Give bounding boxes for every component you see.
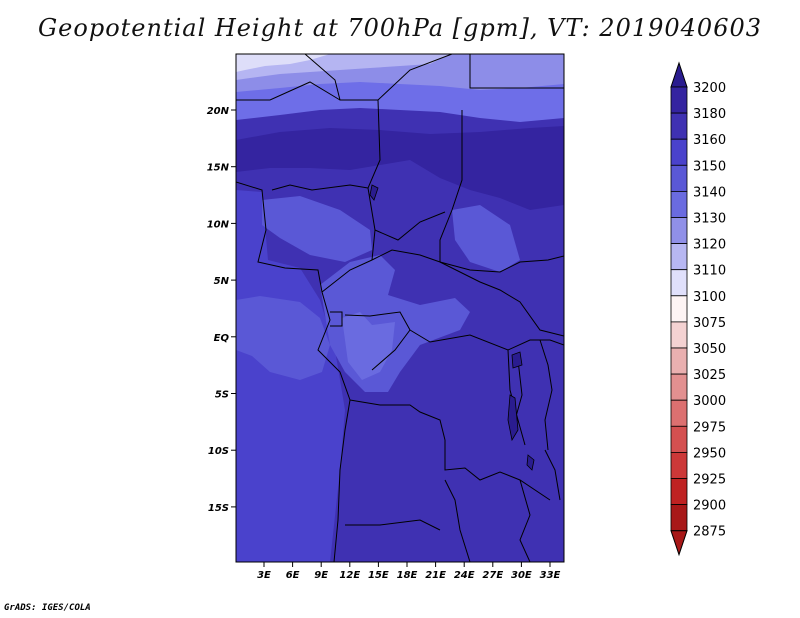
colorbar-box — [670, 164, 688, 192]
lon-tick-label: 9E — [314, 570, 328, 581]
latitude-axis: 20N 15N 10N 5N EQ 5S 10S 15S — [207, 106, 236, 514]
chart-title: Geopotential Height at 700hPa [gpm], VT:… — [38, 14, 762, 42]
colorbar-label: 2925 — [693, 473, 726, 488]
field-sahel-3140 — [262, 196, 372, 262]
lon-tick-label: 30E — [511, 570, 532, 581]
lon-tick-label: 12E — [339, 570, 360, 581]
colorbar-label: 3050 — [693, 342, 726, 357]
lat-tick-label: 10S — [208, 446, 229, 457]
colorbar-label: 3150 — [693, 159, 726, 174]
colorbar-top-arrow — [670, 61, 688, 88]
colorbar-box — [670, 451, 688, 479]
colorbar-label: 3200 — [693, 81, 726, 96]
colorbar-box — [670, 112, 688, 140]
colorbar-label: 2950 — [693, 446, 726, 461]
colorbar-label: 3180 — [693, 107, 726, 122]
lon-tick-label: 6E — [286, 570, 300, 581]
field-north-band4 — [236, 54, 330, 72]
colorbar-label: 2975 — [693, 420, 726, 435]
lat-tick-label: 15S — [208, 503, 229, 514]
colorbar-label: 3140 — [693, 185, 726, 200]
lat-tick-label: 20N — [207, 106, 230, 117]
colorbar-label: 2900 — [693, 499, 726, 514]
lon-tick-label: 24E — [454, 570, 475, 581]
lat-tick-label: 5N — [214, 276, 230, 287]
colorbar-label: 2875 — [693, 525, 726, 540]
colorbar-label: 3000 — [693, 394, 726, 409]
colorbar-label: 3075 — [693, 316, 726, 331]
colorbar-label: 3110 — [693, 264, 726, 279]
colorbar: 3200 3180 3160 3150 3140 3130 3120 3110 3100 3075… — [670, 61, 726, 557]
lon-tick-label: 18E — [397, 570, 418, 581]
lon-tick-label: 27E — [482, 570, 503, 581]
field-east-3140 — [452, 205, 520, 272]
colorbar-label: 3025 — [693, 368, 726, 383]
colorbar-box — [670, 243, 688, 271]
colorbar-box — [670, 190, 688, 218]
colorbar-label: 3100 — [693, 290, 726, 305]
lat-tick-label: 15N — [207, 163, 230, 174]
lon-tick-label: 15E — [368, 570, 389, 581]
colorbar-label: 3160 — [693, 133, 726, 148]
colorbar-box — [670, 399, 688, 427]
field-congo-3130 — [342, 312, 395, 380]
lat-tick-label: EQ — [214, 333, 230, 344]
country-borders — [236, 54, 564, 562]
colorbar-box — [670, 217, 688, 245]
colorbar-box — [670, 478, 688, 506]
field-west-3140 — [236, 296, 330, 380]
colorbar-label: 3120 — [693, 238, 726, 253]
longitude-axis: 3E 6E 9E 12E 15E 18E 21E 24E 27E 30E 33E — [257, 562, 561, 581]
colorbar-box — [670, 138, 688, 166]
lon-tick-label: 21E — [425, 570, 446, 581]
colorbar-box — [670, 347, 688, 375]
colorbar-label: 3130 — [693, 212, 726, 227]
colorbar-box — [670, 425, 688, 453]
colorbar-box — [670, 373, 688, 401]
lat-tick-label: 10N — [207, 219, 230, 230]
lon-tick-label: 3E — [257, 570, 271, 581]
lon-tick-label: 33E — [540, 570, 561, 581]
grads-credit: GrADS: IGES/COLA — [4, 603, 91, 613]
lakes — [369, 184, 535, 471]
colorbar-bottom-arrow — [670, 530, 688, 557]
colorbar-box — [670, 295, 688, 323]
colorbar-box — [670, 321, 688, 349]
map-frame — [235, 53, 565, 563]
field-north-3170 — [236, 126, 564, 210]
colorbar-box — [670, 269, 688, 297]
colorbar-box — [670, 86, 688, 114]
lat-tick-label: 5S — [215, 390, 229, 401]
colorbar-box — [670, 504, 688, 532]
